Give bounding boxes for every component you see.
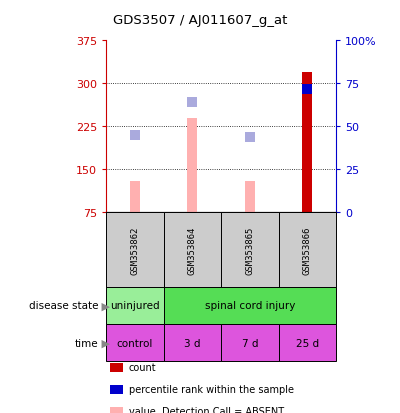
Text: ▶: ▶ [98, 301, 110, 311]
Text: disease state: disease state [28, 301, 98, 311]
Point [132, 132, 138, 139]
Text: GSM353866: GSM353866 [303, 226, 312, 274]
Point [304, 86, 310, 93]
Text: value, Detection Call = ABSENT: value, Detection Call = ABSENT [129, 406, 284, 413]
Text: ▶: ▶ [98, 338, 110, 348]
Bar [130, 181, 140, 213]
Text: 25 d: 25 d [296, 338, 319, 348]
Bar [187, 119, 198, 213]
Text: 3 d: 3 d [184, 338, 200, 348]
Text: control: control [116, 338, 153, 348]
Text: uninjured: uninjured [110, 301, 160, 311]
Text: GSM353864: GSM353864 [188, 226, 197, 274]
Text: GSM353862: GSM353862 [130, 226, 139, 274]
Point [189, 99, 196, 106]
Bar [302, 73, 312, 213]
Text: time: time [74, 338, 98, 348]
Text: percentile rank within the sample: percentile rank within the sample [129, 385, 294, 394]
Text: 7 d: 7 d [242, 338, 258, 348]
Bar [244, 181, 255, 213]
Text: GDS3507 / AJ011607_g_at: GDS3507 / AJ011607_g_at [113, 14, 287, 27]
Text: spinal cord injury: spinal cord injury [204, 301, 295, 311]
Text: count: count [129, 363, 156, 373]
Text: GSM353865: GSM353865 [245, 226, 254, 274]
Point [246, 134, 253, 140]
